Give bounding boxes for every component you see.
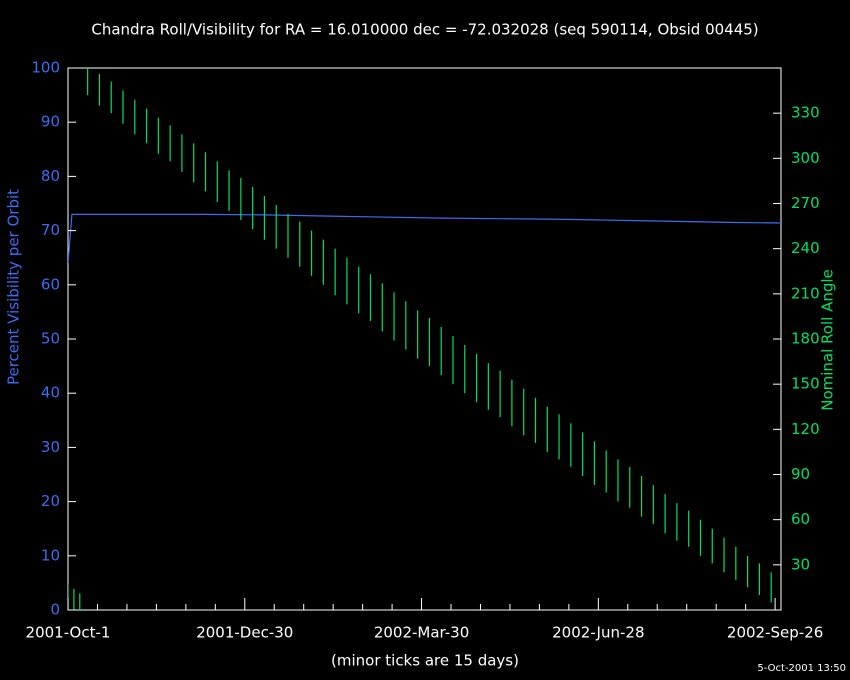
y2-tick-label: 210 — [791, 284, 820, 302]
y-tick-label: 20 — [41, 492, 60, 510]
y-tick-label: 100 — [31, 59, 60, 77]
y-tick-label: 40 — [41, 384, 60, 402]
y2-tick-label: 240 — [791, 239, 820, 257]
visibility-line — [68, 213, 781, 264]
y-tick-label: 10 — [41, 546, 60, 564]
timestamp: 5-Oct-2001 13:50 — [757, 663, 846, 674]
x-tick-label: 2002-Mar-30 — [374, 624, 469, 642]
y2-tick-label: 120 — [791, 420, 820, 438]
y2-tick-label: 330 — [791, 104, 820, 122]
y-tick-label: 30 — [41, 438, 60, 456]
y-tick-label: 70 — [41, 221, 60, 239]
y2-tick-label: 150 — [791, 375, 820, 393]
x-tick-label: 2002-Sep-26 — [727, 624, 823, 642]
x-note: (minor ticks are 15 days) — [331, 652, 519, 670]
y2-axis-label: Nominal Roll Angle — [819, 269, 837, 411]
y2-tick-label: 180 — [791, 330, 820, 348]
y-tick-label: 0 — [50, 601, 60, 619]
y-axis-label: Percent Visibility per Orbit — [5, 189, 23, 385]
chart-title: Chandra Roll/Visibility for RA = 16.0100… — [91, 21, 758, 39]
y-tick-label: 90 — [41, 113, 60, 131]
x-tick-label: 2001-Oct-1 — [26, 624, 111, 642]
y-tick-label: 80 — [41, 167, 60, 185]
plot-area — [68, 68, 781, 610]
y-tick-label: 50 — [41, 330, 60, 348]
y2-tick-label: 30 — [791, 555, 810, 573]
y2-tick-label: 300 — [791, 149, 820, 167]
y2-tick-label: 270 — [791, 194, 820, 212]
y2-tick-label: 60 — [791, 510, 810, 528]
x-tick-label: 2002-Jun-28 — [552, 624, 644, 642]
y-tick-label: 60 — [41, 275, 60, 293]
y2-tick-label: 90 — [791, 465, 810, 483]
x-tick-label: 2001-Dec-30 — [196, 624, 293, 642]
